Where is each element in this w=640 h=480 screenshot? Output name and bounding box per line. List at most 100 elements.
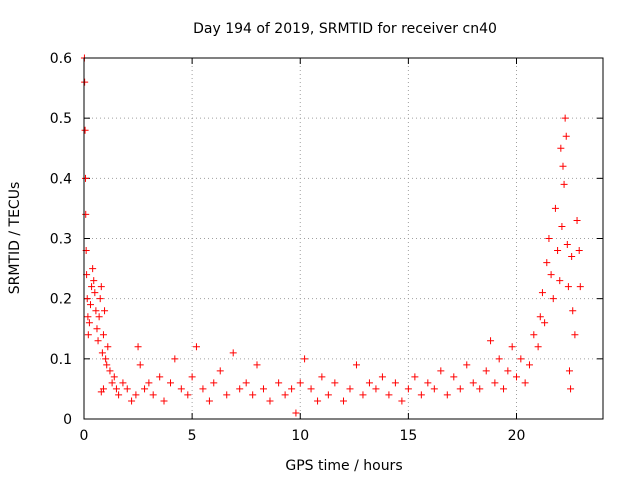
data-point (504, 367, 512, 375)
x-tick-labels: 0 5 10 15 20 (80, 428, 526, 444)
data-point (94, 337, 102, 345)
data-point (547, 271, 555, 279)
data-point (81, 78, 89, 86)
data-point (562, 132, 570, 140)
data-point (112, 385, 120, 393)
data-point (443, 391, 451, 399)
data-point (259, 385, 267, 393)
data-point (437, 367, 445, 375)
data-point (292, 409, 300, 417)
x-tick-label: 15 (399, 428, 417, 444)
data-point (560, 180, 568, 188)
data-point (96, 295, 104, 303)
data-point (236, 385, 244, 393)
data-point (563, 241, 571, 249)
data-point (242, 379, 250, 387)
data-point (89, 265, 97, 273)
data-point (101, 307, 109, 315)
y-tick-label: 0.5 (50, 111, 72, 127)
data-point (561, 114, 569, 122)
data-point (536, 313, 544, 321)
data-point (424, 379, 432, 387)
axis-ticks (83, 57, 603, 420)
data-point (301, 355, 309, 363)
y-tick-label: 0.3 (50, 232, 72, 248)
chart-title: Day 194 of 2019, SRMTID for receiver cn4… (193, 21, 497, 37)
y-tick-label: 0.6 (50, 51, 72, 67)
data-point (404, 385, 412, 393)
data-point (98, 349, 106, 357)
data-point (160, 397, 168, 405)
data-point (184, 391, 192, 399)
data-point (99, 331, 107, 339)
x-axis-label: GPS time / hours (285, 458, 402, 474)
data-point (557, 144, 565, 152)
data-point (398, 397, 406, 405)
data-point (266, 397, 274, 405)
data-point (145, 379, 153, 387)
data-point (359, 391, 367, 399)
data-point (229, 349, 237, 357)
data-point (411, 373, 419, 381)
data-point (372, 385, 380, 393)
data-point (91, 289, 99, 297)
data-point (136, 361, 144, 369)
data-point (417, 391, 425, 399)
data-point (84, 313, 92, 321)
data-point (331, 379, 339, 387)
data-point (545, 235, 553, 242)
data-point (216, 367, 224, 375)
data-point (134, 343, 142, 351)
data-point (167, 379, 174, 387)
data-point (565, 367, 573, 375)
x-tick-label: 0 (80, 428, 89, 444)
data-point (92, 307, 100, 315)
data-point (275, 379, 283, 387)
data-point (110, 373, 118, 381)
data-point (90, 277, 98, 285)
data-point (554, 247, 562, 255)
data-point (205, 397, 213, 405)
data-point (281, 391, 289, 399)
x-tick-label: 5 (188, 428, 197, 444)
data-point (541, 319, 549, 327)
data-point (199, 385, 207, 393)
data-point (156, 373, 164, 381)
data-point (83, 295, 91, 303)
data-point (128, 397, 136, 405)
data-point (571, 331, 579, 339)
data-point (177, 385, 185, 393)
data-point (521, 379, 529, 387)
data-point (567, 385, 575, 393)
data-point (253, 361, 261, 369)
data-point (115, 391, 123, 399)
x-tick-label: 10 (291, 428, 309, 444)
data-point (95, 313, 103, 321)
data-point (538, 289, 546, 297)
data-point (82, 210, 90, 218)
data-point (513, 373, 520, 381)
data-point (564, 283, 572, 291)
data-point (551, 204, 559, 212)
data-point (119, 379, 127, 387)
data-point (86, 301, 94, 309)
data-point (543, 259, 551, 267)
data-point (288, 385, 296, 393)
y-tick-label: 0.2 (50, 292, 72, 308)
data-point (556, 277, 564, 285)
data-point (102, 355, 110, 363)
data-point (223, 391, 231, 399)
data-point (568, 253, 576, 261)
data-point (456, 385, 464, 393)
data-point (530, 331, 538, 339)
data-point (84, 331, 92, 339)
data-point (249, 391, 257, 399)
data-point (103, 361, 111, 369)
data-point (296, 379, 304, 387)
data-point (324, 391, 332, 399)
grid-lines (84, 58, 603, 419)
data-point (99, 385, 107, 393)
data-point (88, 283, 96, 291)
data-point (476, 385, 484, 393)
data-point (141, 385, 149, 393)
